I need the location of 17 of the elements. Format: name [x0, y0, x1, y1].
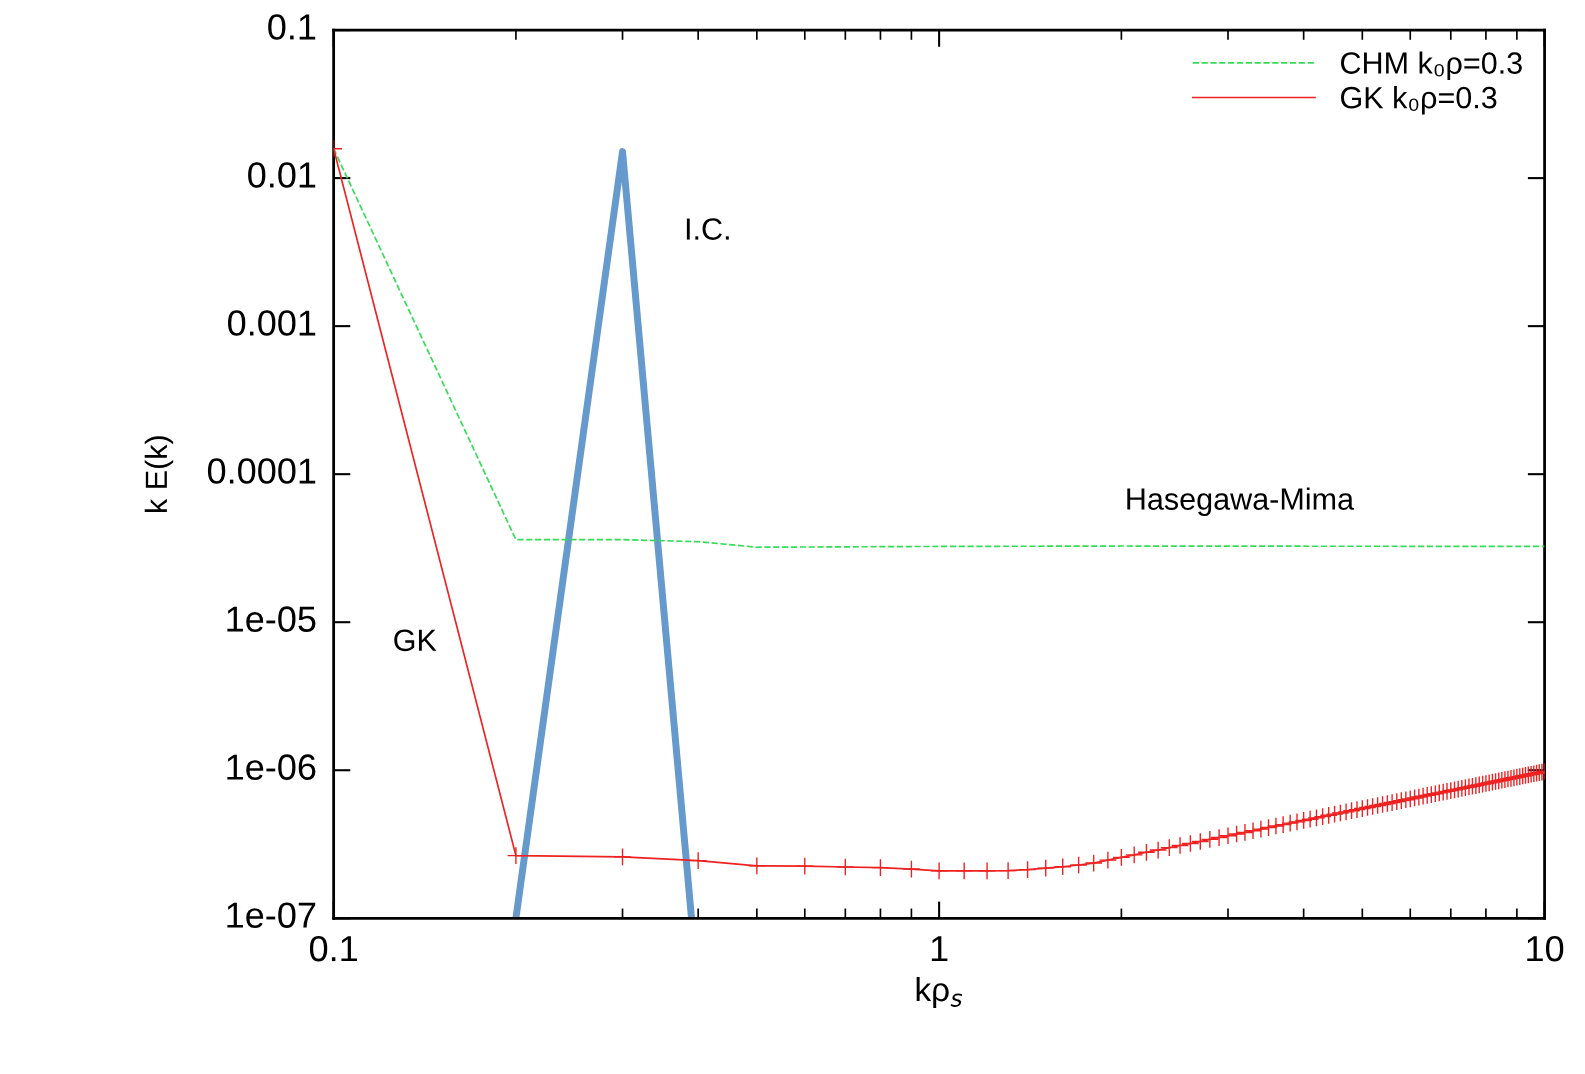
y-axis-title: k E(k) [144, 436, 174, 512]
annotation: Hasegawa-Mima [1127, 487, 1355, 516]
y-tick-label: 0.0001 [207, 458, 316, 484]
x-axis-title: kρ$_{s}$ [916, 976, 963, 1009]
y-tick-label: 0.01 [248, 162, 316, 188]
legend-label: CHM k₀ρ=0.3 [1341, 51, 1522, 80]
y-tick-label: 1e-05 [227, 606, 316, 632]
y-tick-label: 1e-06 [227, 754, 316, 780]
legend-label: GK k₀ρ=0.3 [1341, 86, 1497, 115]
x-tick-label: 0.1 [309, 935, 357, 962]
y-tick-label: 1e-07 [227, 902, 316, 928]
annotation: GK [394, 629, 437, 652]
x-tick-label: 10 [1527, 935, 1564, 962]
y-tick-label: 0.1 [268, 14, 316, 40]
annotation: I.C. [686, 218, 729, 240]
x-tick-label: 1 [931, 936, 948, 962]
y-tick-label: 0.001 [228, 310, 316, 336]
